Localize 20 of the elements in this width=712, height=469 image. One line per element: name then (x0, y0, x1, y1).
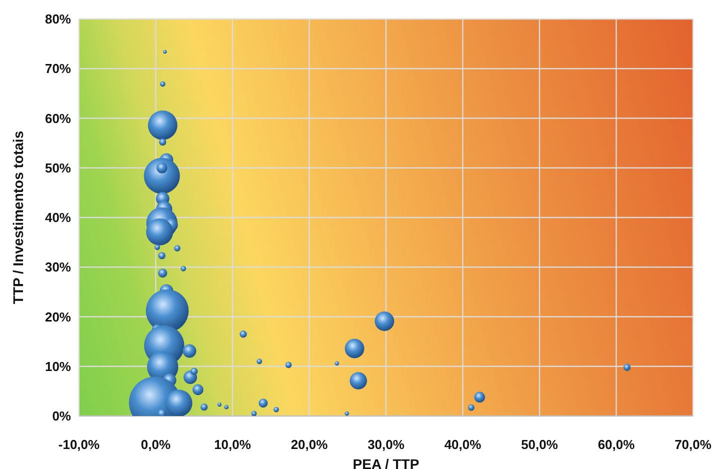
x-tick-label: 20,0% (290, 437, 328, 452)
y-tick-label: 60% (44, 110, 72, 126)
x-tick-label: 60,0% (598, 437, 636, 452)
y-tick-label: 50% (44, 160, 72, 176)
x-tick-label: -10,0% (58, 437, 100, 452)
y-tick-label: 40% (44, 210, 72, 226)
y-tick-label: 20% (44, 309, 72, 324)
y-tick-label: 10% (44, 358, 72, 374)
x-tick-label: 70,0% (674, 437, 712, 452)
x-tick-label: 0,0% (140, 437, 171, 452)
x-tick-label: 50,0% (521, 437, 558, 452)
x-tick-label: 10,0% (214, 437, 252, 452)
y-tick-label: 0% (52, 408, 72, 424)
x-axis-title: PEA / TTP (352, 456, 420, 469)
y-tick-label: 70% (44, 61, 72, 76)
x-tick-label: 30,0% (368, 437, 405, 452)
x-tick-label: 40,0% (444, 437, 482, 452)
y-tick-label: 30% (44, 260, 72, 275)
y-axis-title: TTP / Investimentos totais (10, 130, 26, 304)
y-tick-label: 80% (44, 12, 72, 27)
